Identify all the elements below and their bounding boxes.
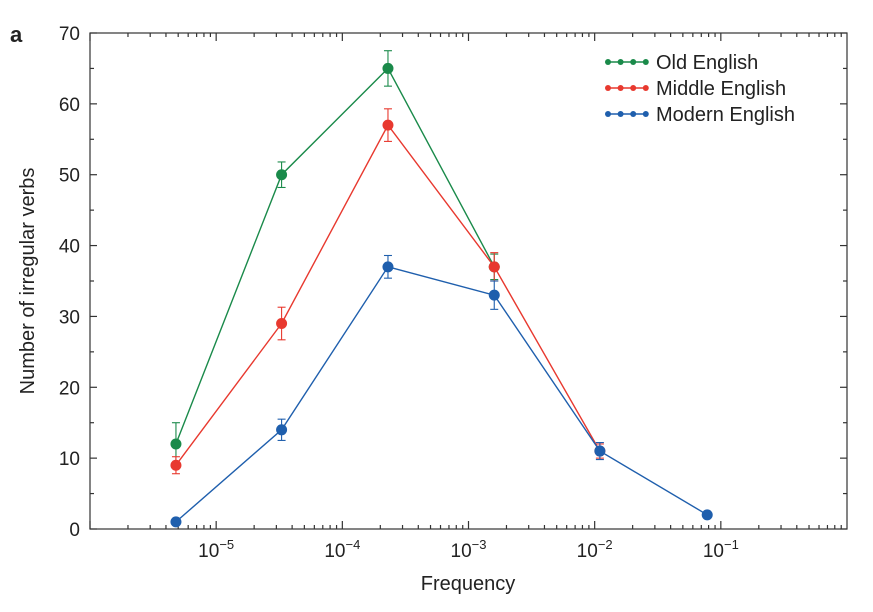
legend-marker <box>617 85 624 91</box>
legend-marker <box>642 111 649 117</box>
x-tick-label: 10−5 <box>198 537 234 562</box>
data-point <box>276 169 288 181</box>
series-line <box>175 67 495 445</box>
y-axis-title: Number of irregular verbs <box>17 168 39 395</box>
data-point <box>382 119 394 131</box>
y-tick-label: 40 <box>59 237 80 258</box>
y-tick-label: 70 <box>59 24 80 45</box>
data-point <box>382 62 394 74</box>
x-tick-label: 10−2 <box>577 537 613 562</box>
legend-marker <box>605 59 611 65</box>
data-point <box>170 459 182 471</box>
x-tick-label: 10−1 <box>703 537 739 562</box>
data-point <box>701 509 713 521</box>
y-tick-label: 30 <box>59 307 80 328</box>
data-point <box>276 424 288 436</box>
legend-label: Middle English <box>656 78 786 100</box>
y-tick-label: 50 <box>59 166 80 187</box>
data-point <box>488 261 500 273</box>
series-0 <box>170 50 500 466</box>
x-tick-label: 10−4 <box>324 537 360 562</box>
y-tick-label: 10 <box>59 449 80 470</box>
legend-marker <box>630 59 637 65</box>
x-tick-label: 10−3 <box>451 537 487 562</box>
legend-label: Modern English <box>656 104 795 126</box>
series-2 <box>170 254 713 528</box>
x-axis: 10−5 10−4 10−3 10−2 10−1 <box>89 33 842 562</box>
y-tick-label: 60 <box>59 95 80 116</box>
data-point <box>594 445 606 457</box>
legend: Old English Middle English Modern English <box>605 52 795 126</box>
data-point <box>488 289 500 301</box>
y-tick-label: 20 <box>59 378 80 399</box>
data-point <box>382 261 394 273</box>
legend-marker <box>642 85 649 91</box>
legend-marker <box>642 59 649 65</box>
legend-marker <box>605 111 611 117</box>
data-point <box>170 438 182 450</box>
legend-marker <box>630 111 637 117</box>
y-axis: 0 10 20 30 40 50 60 70 <box>59 24 847 541</box>
y-tick-label: 0 <box>69 520 80 541</box>
series-line <box>175 123 601 466</box>
legend-marker <box>605 85 611 91</box>
legend-marker <box>617 59 624 65</box>
legend-marker <box>630 85 637 91</box>
legend-marker <box>617 111 624 117</box>
series-line <box>175 265 708 523</box>
data-point <box>170 516 182 528</box>
panel-label: a <box>10 22 23 47</box>
series-layer <box>170 50 713 528</box>
data-point <box>276 318 288 330</box>
x-axis-title: Frequency <box>421 573 516 595</box>
legend-label: Old English <box>656 52 758 74</box>
